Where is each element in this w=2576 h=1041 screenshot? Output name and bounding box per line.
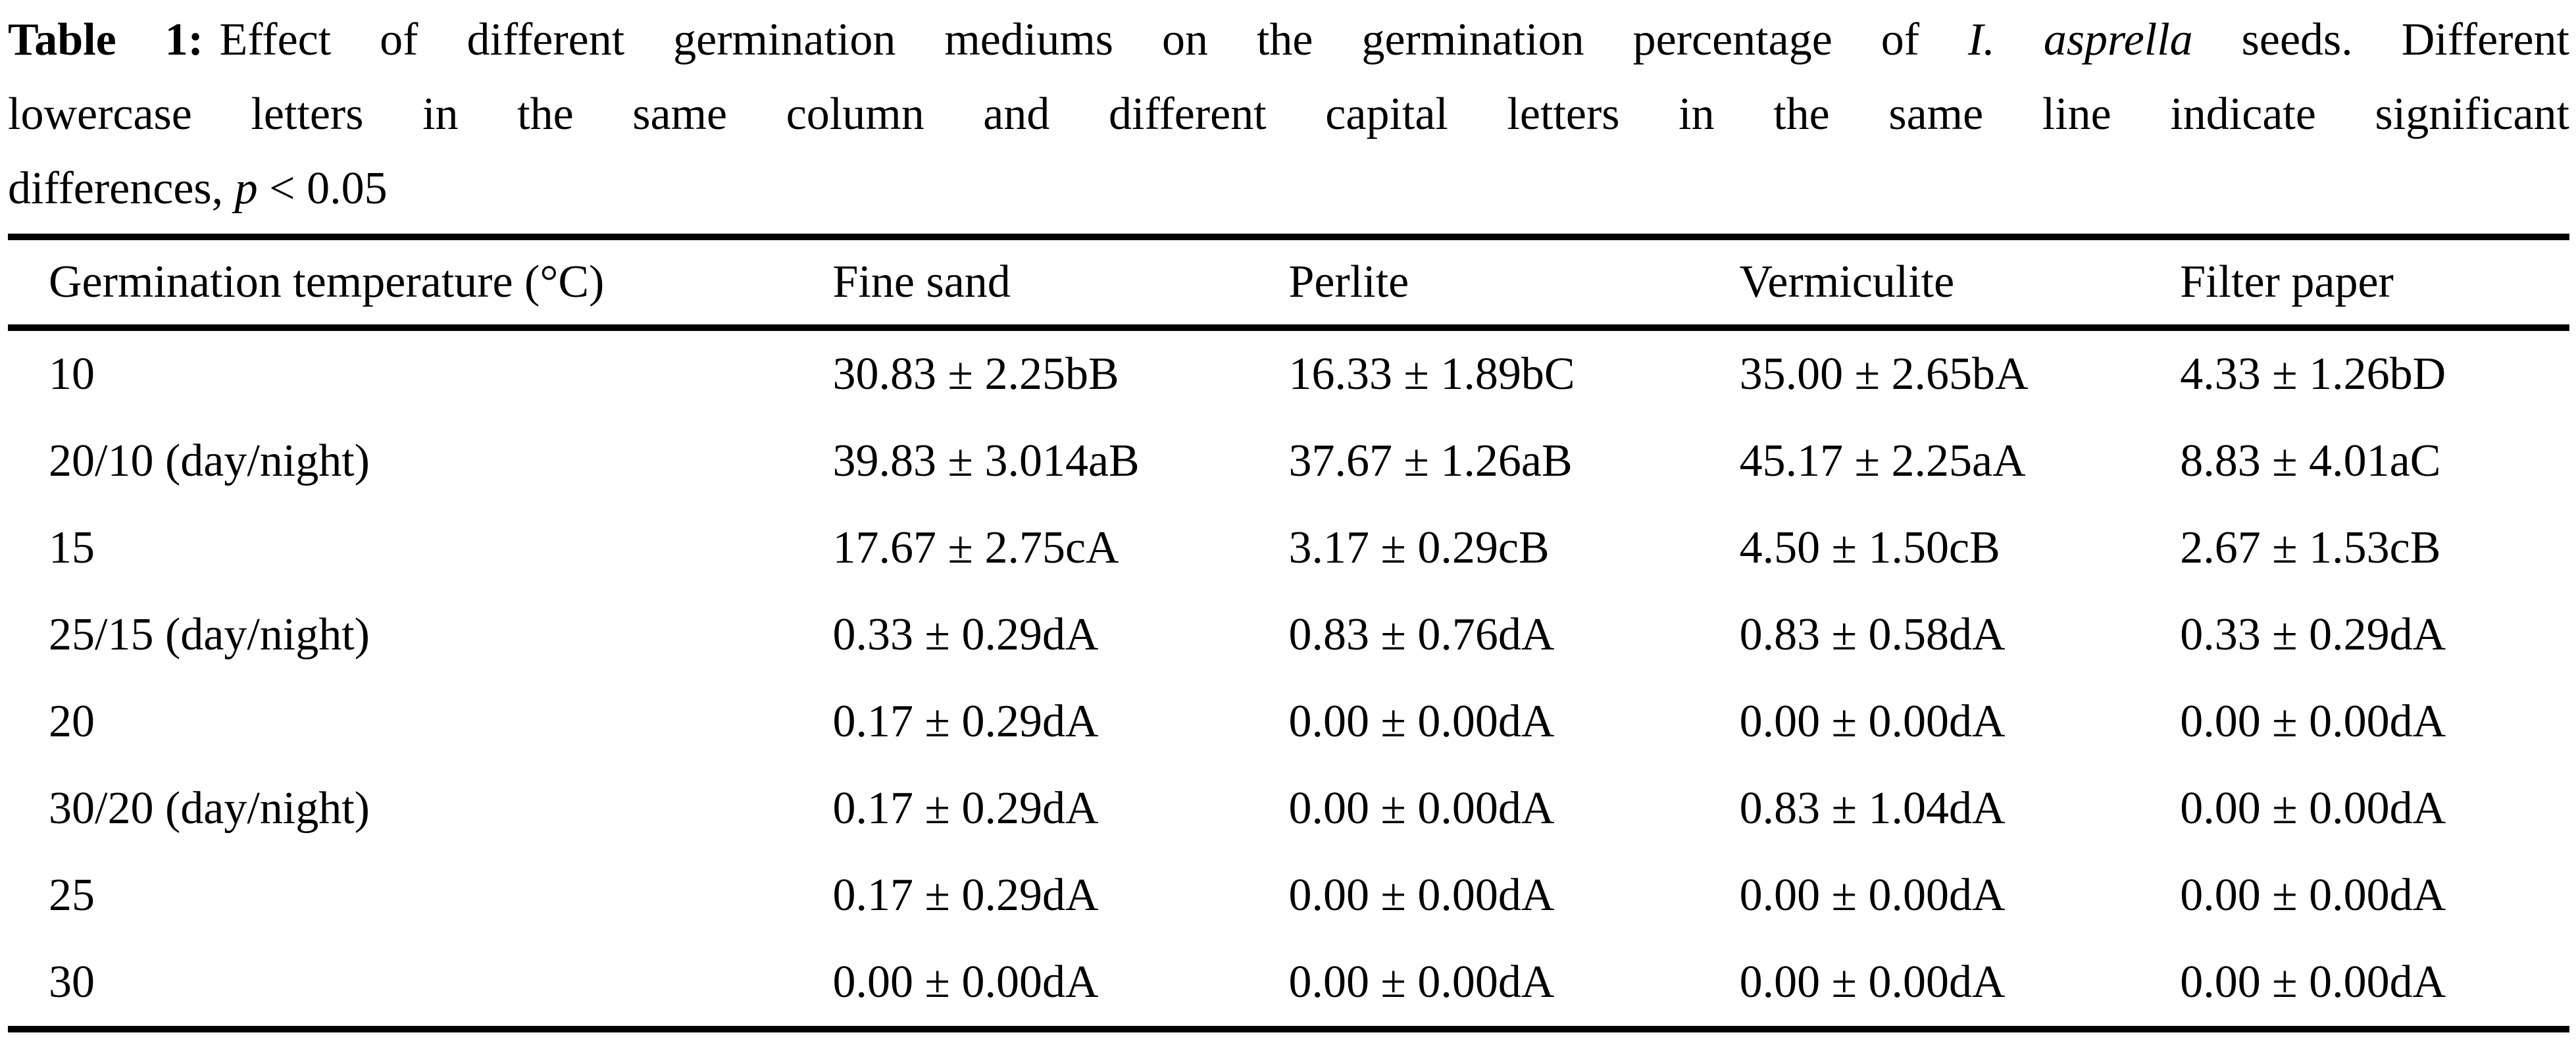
temperature-cell: 10 bbox=[49, 349, 95, 399]
value-cell: 0.00 ± 0.00dA bbox=[1288, 696, 1555, 747]
caption-text: Effect of different germination mediums … bbox=[219, 14, 1969, 65]
value-cell: 16.33 ± 1.89bC bbox=[1288, 349, 1575, 399]
value-cell: 0.00 ± 0.00dA bbox=[2180, 870, 2446, 921]
table-row: 30/20 (day/night) 0.17 ± 0.29dA 0.00 ± 0… bbox=[8, 765, 2569, 852]
column-header-vermiculite: Vermiculite bbox=[1739, 257, 1955, 307]
column-header-perlite: Perlite bbox=[1288, 257, 1409, 307]
value-cell: 0.00 ± 0.00dA bbox=[1288, 870, 1555, 921]
value-cell: 35.00 ± 2.65bA bbox=[1739, 349, 2029, 399]
value-cell: 30.83 ± 2.25bB bbox=[832, 349, 1119, 399]
value-cell: 0.83 ± 1.04dA bbox=[1739, 783, 2006, 834]
value-cell: 45.17 ± 2.25aA bbox=[1739, 436, 2026, 486]
value-cell: 0.83 ± 0.58dA bbox=[1739, 609, 2006, 660]
caption-text: < 0.05 bbox=[257, 163, 388, 214]
value-cell: 0.00 ± 0.00dA bbox=[1288, 957, 1555, 1007]
germination-table: Germination temperature (°C) Fine sand P… bbox=[8, 234, 2569, 1032]
value-cell: 0.00 ± 0.00dA bbox=[1288, 783, 1555, 834]
temperature-cell: 30 bbox=[49, 957, 95, 1007]
table-row: 25/15 (day/night) 0.33 ± 0.29dA 0.83 ± 0… bbox=[8, 592, 2569, 678]
value-cell: 4.50 ± 1.50cB bbox=[1739, 522, 2000, 573]
value-cell: 0.83 ± 0.76dA bbox=[1288, 609, 1555, 660]
caption-line-1: Table 1: Effect of different germination … bbox=[8, 3, 2569, 77]
p-symbol: p bbox=[234, 163, 258, 214]
value-cell: 39.83 ± 3.014aB bbox=[832, 436, 1140, 486]
value-cell: 17.67 ± 2.75cA bbox=[832, 522, 1119, 573]
value-cell: 0.00 ± 0.00dA bbox=[1739, 870, 2006, 921]
column-header-fine-sand: Fine sand bbox=[832, 257, 1011, 307]
value-cell: 2.67 ± 1.53cB bbox=[2180, 522, 2441, 573]
caption-label: Table 1: bbox=[8, 14, 203, 65]
value-cell: 8.83 ± 4.01aC bbox=[2180, 436, 2441, 486]
temperature-cell: 25 bbox=[49, 870, 95, 921]
table-row: 25 0.17 ± 0.29dA 0.00 ± 0.00dA 0.00 ± 0.… bbox=[8, 852, 2569, 939]
value-cell: 0.17 ± 0.29dA bbox=[832, 696, 1099, 747]
table-caption: Table 1: Effect of different germination … bbox=[8, 3, 2569, 226]
value-cell: 0.17 ± 0.29dA bbox=[832, 870, 1099, 921]
header-row: Germination temperature (°C) Fine sand P… bbox=[8, 237, 2569, 328]
table-row: 30 0.00 ± 0.00dA 0.00 ± 0.00dA 0.00 ± 0.… bbox=[8, 939, 2569, 1029]
value-cell: 0.33 ± 0.29dA bbox=[832, 609, 1099, 660]
temperature-cell: 30/20 (day/night) bbox=[49, 783, 370, 834]
column-header-filter-paper: Filter paper bbox=[2180, 257, 2394, 307]
table-row: 20 0.17 ± 0.29dA 0.00 ± 0.00dA 0.00 ± 0.… bbox=[8, 678, 2569, 765]
value-cell: 0.17 ± 0.29dA bbox=[832, 783, 1099, 834]
value-cell: 4.33 ± 1.26bD bbox=[2180, 349, 2446, 399]
species-name: I. asprella bbox=[1968, 14, 2193, 65]
temperature-cell: 25/15 (day/night) bbox=[49, 609, 370, 660]
caption-line-2: lowercase letters in the same column and… bbox=[8, 89, 2569, 140]
value-cell: 37.67 ± 1.26aB bbox=[1288, 436, 1573, 486]
value-cell: 0.00 ± 0.00dA bbox=[1739, 696, 2006, 747]
caption-line-3: differences, p < 0.05 bbox=[8, 151, 2569, 226]
temperature-cell: 20 bbox=[49, 696, 95, 747]
value-cell: 0.00 ± 0.00dA bbox=[2180, 783, 2446, 834]
value-cell: 0.33 ± 0.29dA bbox=[2180, 609, 2446, 660]
temperature-cell: 20/10 (day/night) bbox=[49, 436, 370, 486]
caption-text: differences, bbox=[8, 163, 235, 214]
table-row: 20/10 (day/night) 39.83 ± 3.014aB 37.67 … bbox=[8, 418, 2569, 505]
value-cell: 0.00 ± 0.00dA bbox=[2180, 957, 2446, 1007]
value-cell: 0.00 ± 0.00dA bbox=[2180, 696, 2446, 747]
value-cell: 0.00 ± 0.00dA bbox=[832, 957, 1099, 1007]
table-row: 15 17.67 ± 2.75cA 3.17 ± 0.29cB 4.50 ± 1… bbox=[8, 505, 2569, 592]
table-row: 10 30.83 ± 2.25bB 16.33 ± 1.89bC 35.00 ±… bbox=[8, 328, 2569, 418]
value-cell: 0.00 ± 0.00dA bbox=[1739, 957, 2006, 1007]
value-cell: 3.17 ± 0.29cB bbox=[1288, 522, 1550, 573]
column-header-temperature: Germination temperature (°C) bbox=[49, 257, 605, 307]
caption-text: seeds. Different bbox=[2192, 14, 2569, 65]
temperature-cell: 15 bbox=[49, 522, 95, 573]
